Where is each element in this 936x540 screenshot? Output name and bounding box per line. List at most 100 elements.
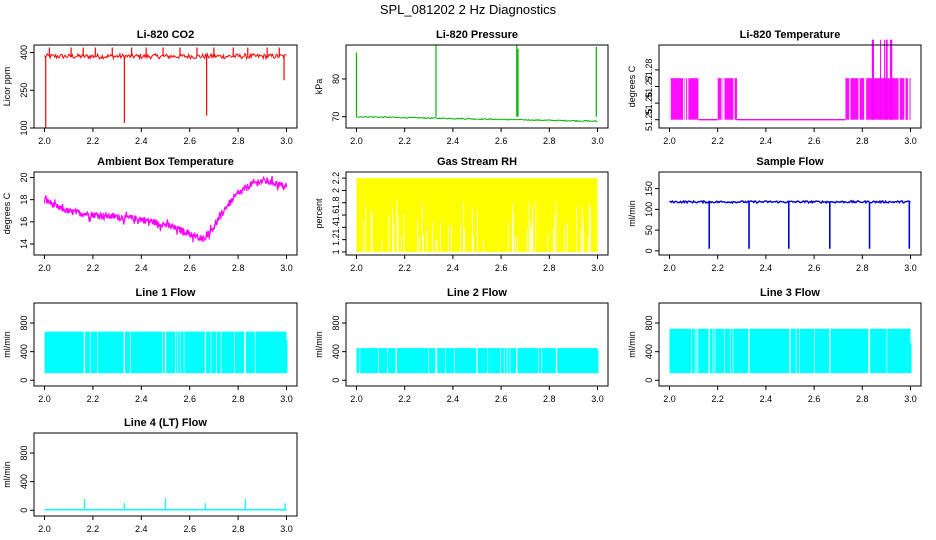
plot-frame: [345, 44, 609, 129]
plot-frame: [658, 302, 922, 387]
panel-title: Li-820 Temperature: [740, 29, 841, 41]
panel-title: Li-820 Pressure: [436, 29, 518, 41]
x-tick-label: 2.4: [760, 394, 773, 404]
x-tick-label: 3.0: [591, 136, 604, 146]
y-tick-label: 400: [19, 344, 29, 359]
y-tick-label: 1.8: [331, 196, 341, 209]
x-tick-label: 2.6: [808, 394, 821, 404]
x-tick-label: 2.6: [495, 394, 508, 404]
panel-title: Line 3 Flow: [760, 287, 820, 299]
plot-frame: [658, 44, 922, 129]
y-tick-label: 800: [19, 316, 29, 331]
page-title: SPL_081202 2 Hz Diagnostics: [379, 2, 557, 17]
x-tick-label: 2.6: [183, 394, 196, 404]
sample-series: [669, 199, 911, 205]
x-tick-label: 2.0: [663, 394, 676, 404]
y-tick-label: 100: [644, 202, 654, 217]
x-tick-label: 2.8: [232, 524, 245, 534]
x-tick-label: 3.0: [591, 394, 604, 404]
x-tick-label: 2.2: [398, 136, 411, 146]
y-tick-label: 51.26: [644, 92, 654, 115]
panel-line1: Line 1 Flow ml/min 2.0 2.2 2.4 2.6 2.8 3.0 0 400 8…: [2, 287, 298, 404]
y-tick-label: 400: [644, 344, 654, 359]
x-tick-label: 2.0: [350, 394, 363, 404]
x-tick-label: 2.4: [760, 136, 773, 146]
y-tick-label: 51.28: [644, 59, 654, 82]
x-tick-label: 2.2: [87, 394, 100, 404]
x-tick-label: 2.8: [232, 263, 245, 273]
y-tick-label: 80: [331, 74, 341, 84]
y-tick-label: 100: [19, 120, 29, 135]
y-tick-label: 20: [19, 173, 29, 183]
co2-series: [44, 52, 287, 61]
panel-rh: Gas Stream RH percent 2.0 2.2 2.4 2.6 2.8 3.0 1 1…: [314, 156, 609, 273]
y-tick-label: 800: [644, 316, 654, 331]
panel-title: Line 1 Flow: [136, 287, 196, 299]
x-tick-label: 2.6: [183, 136, 196, 146]
x-tick-label: 2.8: [856, 394, 869, 404]
x-tick-label: 3.0: [280, 263, 293, 273]
x-tick-label: 2.4: [135, 263, 148, 273]
x-tick-label: 2.4: [447, 394, 460, 404]
x-tick-label: 2.0: [350, 136, 363, 146]
panel-line4: Line 4 (LT) Flow ml/min 2.0 2.2 2.4 2.6 2.8 3.0…: [2, 417, 298, 534]
y-tick-label: 0: [644, 378, 654, 383]
y-tick-label: 2: [331, 188, 341, 193]
panel-title: Line 4 (LT) Flow: [124, 417, 207, 429]
panel-title: Li-820 CO2: [137, 29, 194, 41]
x-tick-label: 3.0: [280, 524, 293, 534]
y-tick-label: 800: [331, 316, 341, 331]
x-tick-label: 2.2: [711, 394, 724, 404]
x-tick-label: 2.2: [711, 263, 724, 273]
panel-line2: Line 2 Flow ml/min 2.0 2.2 2.4 2.6 2.8 3.0 0 400 8…: [314, 287, 609, 404]
x-tick-label: 2.6: [495, 263, 508, 273]
plot-frame: [33, 44, 298, 129]
x-tick-label: 2.4: [135, 524, 148, 534]
panel-ambient: Ambient Box Temperature degrees C 2.0 2.2 2.…: [2, 156, 298, 273]
ambient-series: [43, 175, 288, 243]
y-axis-label: ml/min: [2, 331, 12, 358]
y-tick-label: 18: [19, 195, 29, 205]
x-tick-label: 2.6: [183, 524, 196, 534]
y-tick-label: 70: [331, 112, 341, 122]
panel-title: Ambient Box Temperature: [97, 156, 234, 168]
x-tick-label: 2.0: [663, 263, 676, 273]
y-tick-label: 400: [19, 45, 29, 60]
y-axis-label: ml/min: [627, 331, 637, 358]
x-tick-label: 2.8: [232, 136, 245, 146]
y-tick-label: 1.4: [331, 221, 341, 234]
x-tick-label: 2.2: [711, 136, 724, 146]
x-tick-label: 2.6: [495, 136, 508, 146]
x-tick-label: 2.0: [663, 136, 676, 146]
panel-co2: Li-820 CO2 Licor ppm 2.0 2.2 2.4 2.6 2.8 3.0 100…: [2, 29, 298, 146]
y-tick-label: 0: [331, 378, 341, 383]
y-tick-label: 400: [19, 474, 29, 489]
plot-frame: [658, 171, 922, 256]
x-tick-label: 2.2: [398, 263, 411, 273]
x-tick-label: 2.8: [856, 136, 869, 146]
x-tick-label: 2.6: [808, 136, 821, 146]
y-tick-label: 0: [19, 508, 29, 513]
y-tick-label: 150: [644, 181, 654, 196]
x-tick-label: 2.4: [135, 136, 148, 146]
y-axis-label: percent: [314, 198, 324, 229]
x-tick-label: 2.6: [808, 263, 821, 273]
y-tick-label: 1.2: [331, 233, 341, 246]
panel-temperature: Li-820 Temperature degrees C 2.0 2.2 2.4 2.6 2…: [627, 29, 922, 146]
x-tick-label: 2.0: [350, 263, 363, 273]
x-tick-label: 2.2: [87, 524, 100, 534]
x-tick-label: 2.8: [856, 263, 869, 273]
x-tick-label: 2.8: [543, 263, 556, 273]
x-tick-label: 2.6: [183, 263, 196, 273]
x-tick-label: 3.0: [591, 263, 604, 273]
y-tick-label: 51.27: [644, 75, 654, 98]
y-tick-label: 50: [644, 225, 654, 235]
x-tick-label: 3.0: [280, 136, 293, 146]
y-tick-label: 0: [19, 378, 29, 383]
x-tick-label: 2.4: [447, 136, 460, 146]
x-tick-label: 3.0: [280, 394, 293, 404]
y-tick-label: 1.6: [331, 209, 341, 222]
y-tick-label: 2.2: [331, 172, 341, 185]
x-tick-label: 2.8: [543, 136, 556, 146]
y-tick-label: 1: [331, 249, 341, 254]
